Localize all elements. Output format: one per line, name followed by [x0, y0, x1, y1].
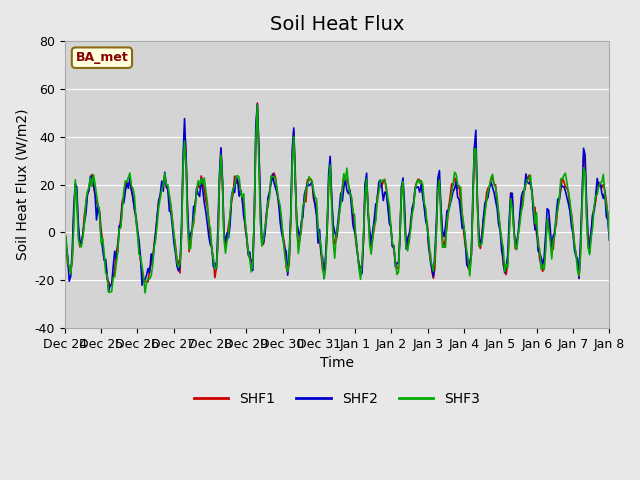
Y-axis label: Soil Heat Flux (W/m2): Soil Heat Flux (W/m2) [15, 109, 29, 260]
SHF2 [302, 186, 310, 192]
SHF2 [61, 227, 68, 232]
SHF2 [578, 196, 586, 202]
SHF1 [106, 283, 114, 289]
Title: Soil Heat Flux: Soil Heat Flux [270, 15, 404, 34]
SHF3 [141, 290, 149, 296]
Line: SHF2: SHF2 [65, 105, 609, 292]
X-axis label: Time: Time [320, 356, 354, 370]
SHF3 [578, 204, 586, 210]
SHF3 [302, 186, 310, 192]
Line: SHF3: SHF3 [65, 105, 609, 293]
Text: BA_met: BA_met [76, 51, 128, 64]
SHF1 [578, 196, 586, 202]
SHF2 [129, 195, 137, 201]
SHF3 [243, 234, 251, 240]
SHF3 [225, 232, 232, 238]
SHF2 [243, 234, 251, 240]
SHF1 [302, 199, 310, 204]
SHF1 [129, 194, 137, 200]
SHF2 [225, 235, 232, 241]
SHF2 [253, 102, 261, 108]
SHF3 [605, 235, 613, 241]
SHF3 [127, 183, 135, 189]
SHF1 [61, 225, 68, 230]
SHF1 [605, 229, 613, 235]
SHF1 [252, 132, 260, 138]
SHF1 [253, 100, 261, 106]
SHF3 [61, 232, 68, 238]
SHF3 [253, 102, 261, 108]
SHF3 [252, 136, 260, 142]
Legend: SHF1, SHF2, SHF3: SHF1, SHF2, SHF3 [188, 386, 486, 412]
SHF2 [605, 237, 613, 243]
Line: SHF1: SHF1 [65, 103, 609, 286]
SHF2 [105, 289, 113, 295]
SHF1 [225, 223, 232, 228]
SHF2 [252, 122, 260, 128]
SHF1 [243, 236, 251, 242]
